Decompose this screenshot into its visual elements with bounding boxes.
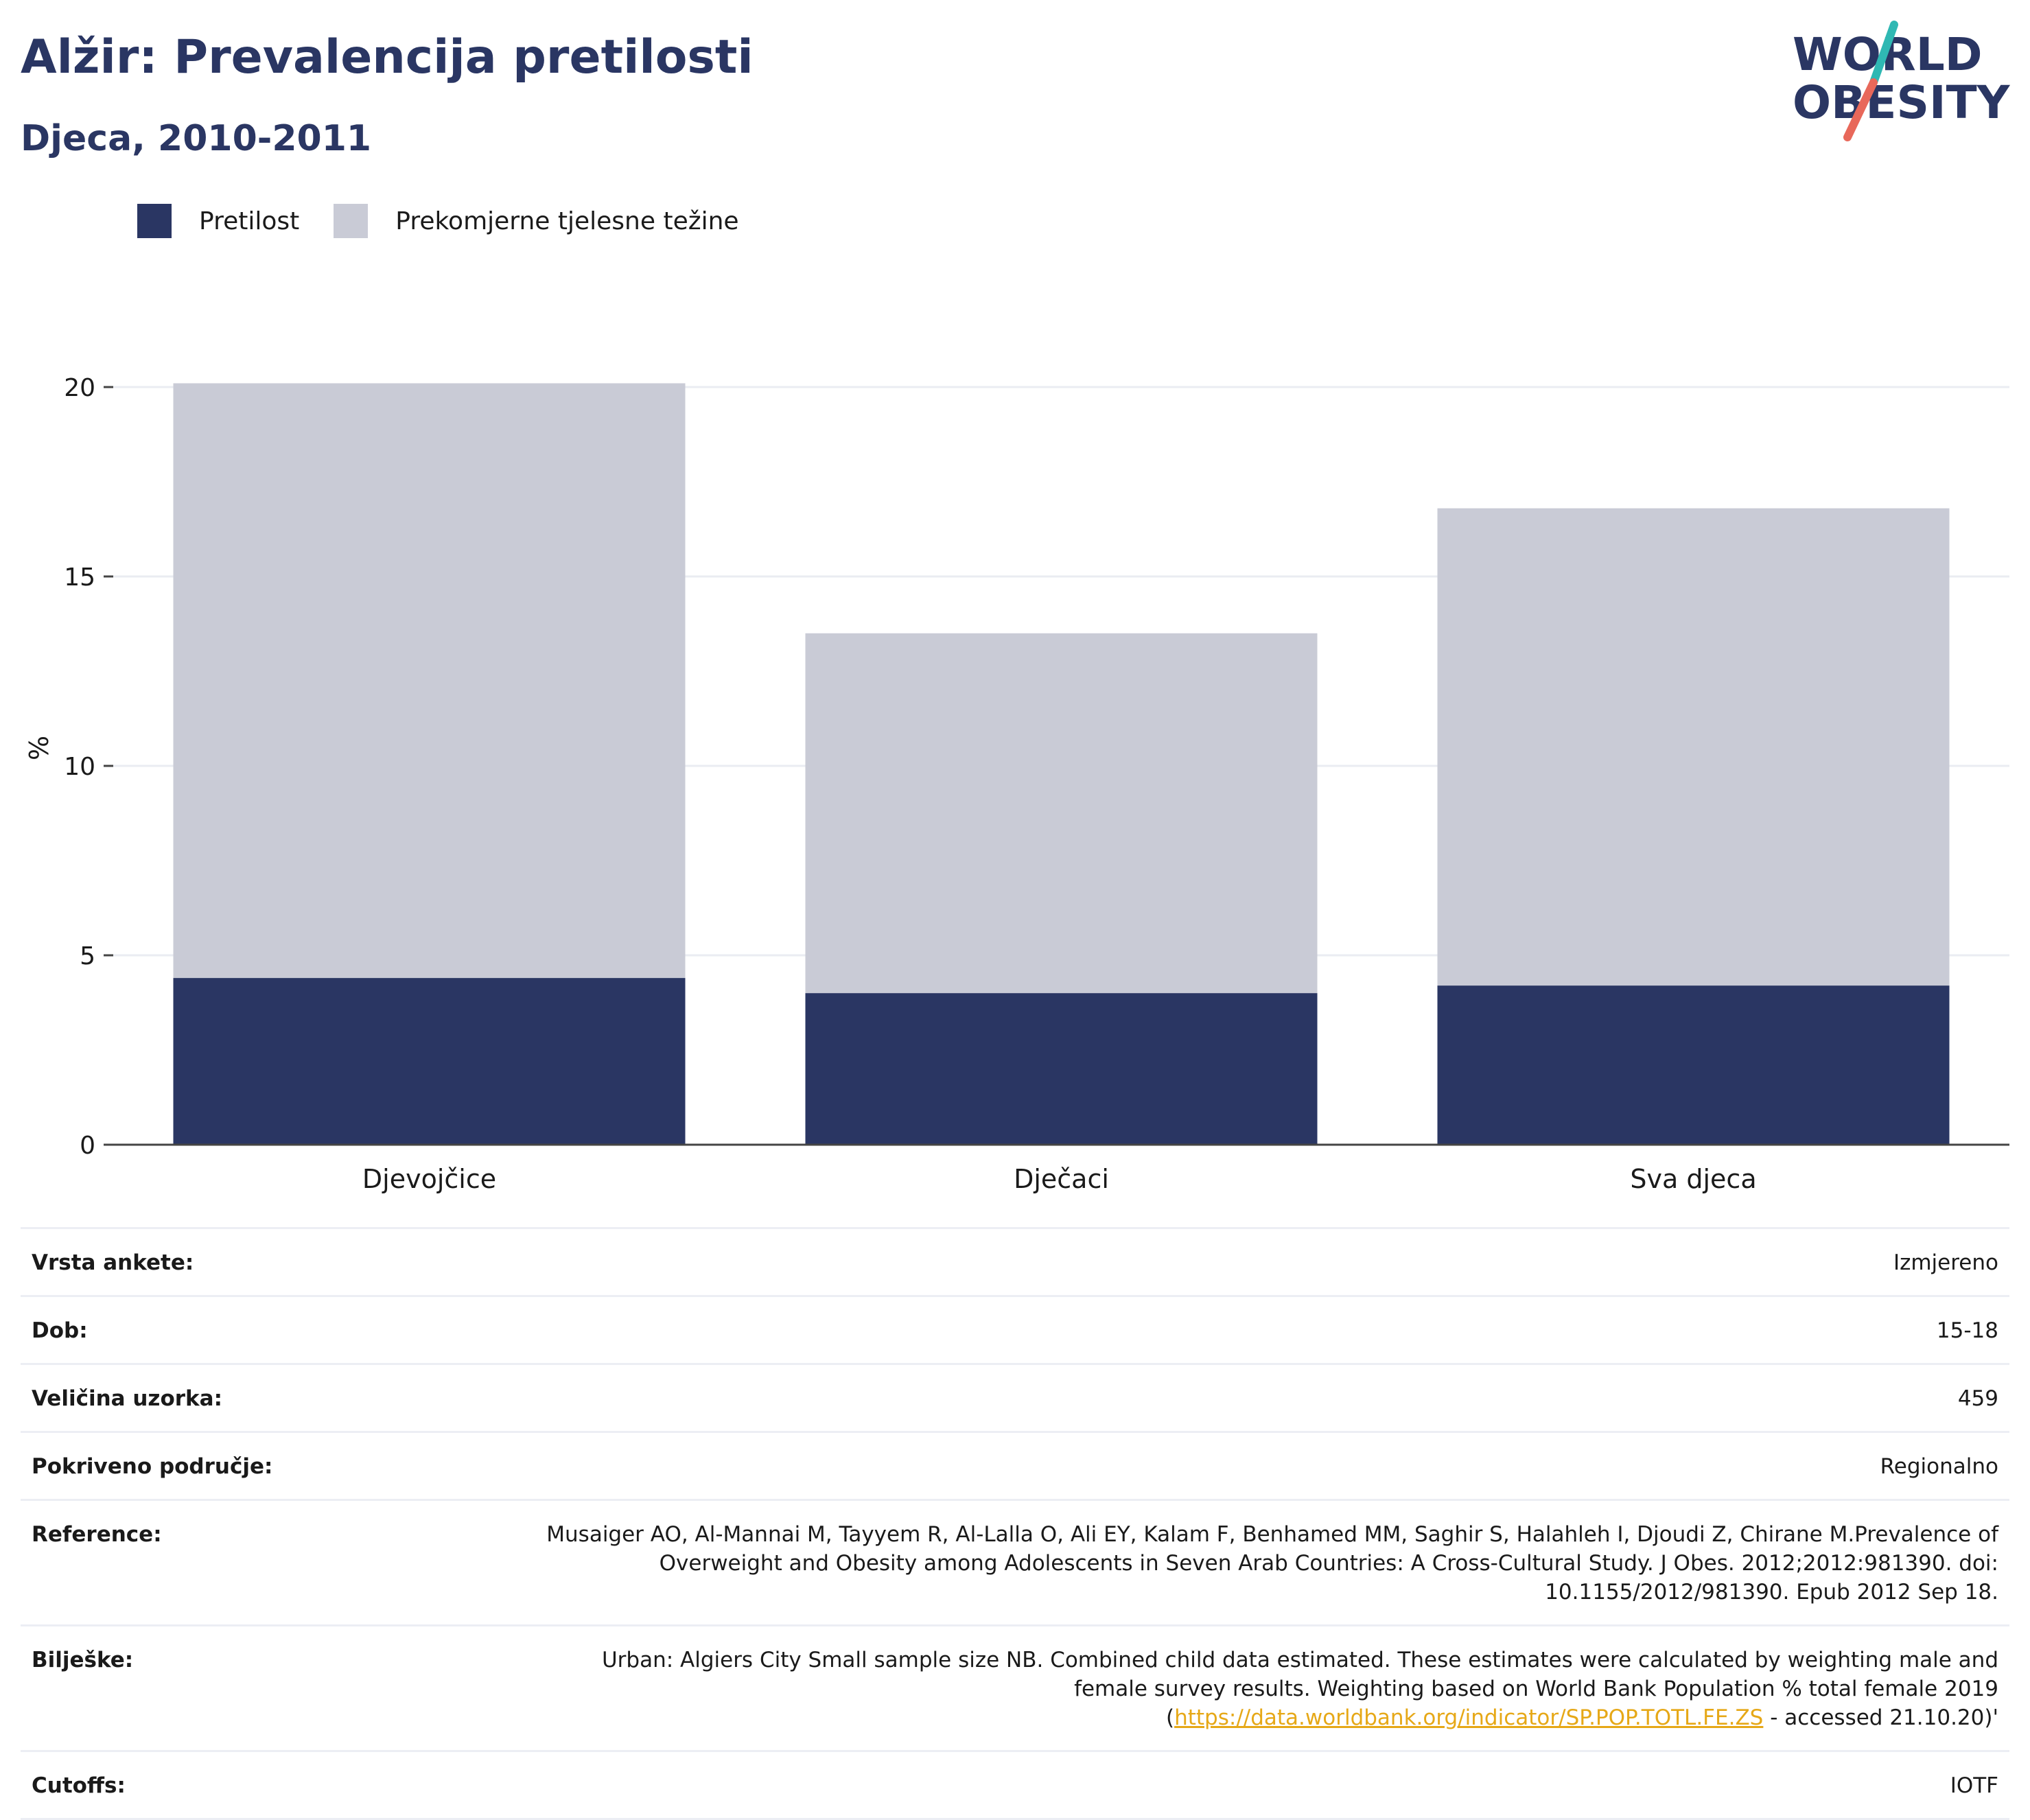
info-row-age: Dob: 15-18 (21, 1297, 2009, 1365)
chart-title: Alžir: Prevalencija pretilosti (21, 30, 754, 84)
info-value: 15-18 (1936, 1318, 1998, 1343)
logo-text-obesity: OBESITY (1793, 76, 2011, 129)
y-tick-labels: 0 5 10 15 20 (64, 374, 113, 1160)
survey-info-table: Vrsta ankete: Izmjereno Dob: 15-18 Velič… (21, 1227, 2009, 1820)
worldbank-link[interactable]: https://data.worldbank.org/indicator/SP.… (1174, 1705, 1764, 1730)
x-tick-label: Dječaci (1014, 1164, 1109, 1194)
info-value: Urban: Algiers City Small sample size NB… (544, 1646, 1998, 1732)
y-tick-label: 0 (80, 1132, 95, 1160)
info-value: Izmjereno (1893, 1250, 1998, 1275)
legend-item-pretilost[interactable]: Pretilost (137, 204, 299, 238)
y-axis-label: % (24, 736, 54, 760)
y-tick-label: 15 (64, 563, 95, 592)
info-row-sample-size: Veličina uzorka: 459 (21, 1365, 2009, 1433)
world-obesity-logo: WORLD OBESITY (1793, 21, 2011, 141)
notes-text: Urban: Algiers City Small sample size NB… (601, 1648, 1998, 1730)
legend-swatch-pretilost (137, 204, 172, 238)
info-label: Cutoffs: (32, 1773, 126, 1798)
y-tick-label: 20 (64, 374, 95, 402)
notes-text-after: - accessed 21.10.20)' (1763, 1705, 1998, 1730)
info-label: Vrsta ankete: (32, 1250, 194, 1275)
x-tick-labels: Djevojčice Dječaci Sva djeca (362, 1164, 1757, 1194)
info-label: Pokriveno područje: (32, 1454, 273, 1479)
info-row-coverage: Pokriveno područje: Regionalno (21, 1433, 2009, 1501)
x-tick-label: Djevojčice (362, 1164, 496, 1194)
info-value: Musaiger AO, Al-Mannai M, Tayyem R, Al-L… (546, 1522, 1998, 1605)
chart-legend: Pretilost Prekomjerne tjelesne težine (137, 203, 773, 239)
legend-label-pretilost: Pretilost (199, 207, 300, 235)
x-tick-label: Sva djeca (1630, 1164, 1756, 1194)
info-label: Dob: (32, 1318, 88, 1343)
info-row-cutoffs: Cutoffs: IOTF (21, 1752, 2009, 1820)
legend-swatch-prekomjerne (334, 204, 369, 238)
logo-slash-bottom (1843, 78, 1878, 141)
bars (173, 383, 1950, 1145)
logo-slash-top (1869, 21, 1898, 86)
info-value: 459 (1957, 1386, 1998, 1411)
chart-subtitle: Djeca, 2010-2011 (21, 118, 372, 159)
info-label: Reference: (32, 1522, 162, 1547)
info-row-survey-type: Vrsta ankete: Izmjereno (21, 1229, 2009, 1297)
legend-label-prekomjerne: Prekomjerne tjelesne težine (395, 207, 739, 235)
bar-pretilost-2[interactable] (805, 993, 1318, 1145)
info-row-references: Reference: Musaiger AO, Al-Mannai M, Tay… (21, 1501, 2009, 1626)
info-row-notes: Bilješke: Urban: Algiers City Small samp… (21, 1626, 2009, 1752)
info-value: IOTF (1950, 1773, 1998, 1798)
info-label: Bilješke: (32, 1648, 134, 1672)
bar-pretilost-1[interactable] (173, 978, 686, 1145)
y-tick-label: 5 (80, 942, 95, 970)
bar-chart: 0 5 10 15 20 Djevojčice Dječaci Sva djeca % (24, 374, 2009, 1194)
info-label: Veličina uzorka: (32, 1386, 222, 1411)
legend-item-prekomjerne[interactable]: Prekomjerne tjelesne težine (334, 204, 739, 238)
y-tick-label: 10 (64, 753, 95, 781)
info-value: Regionalno (1880, 1454, 1998, 1479)
bar-pretilost-3[interactable] (1437, 985, 1950, 1145)
